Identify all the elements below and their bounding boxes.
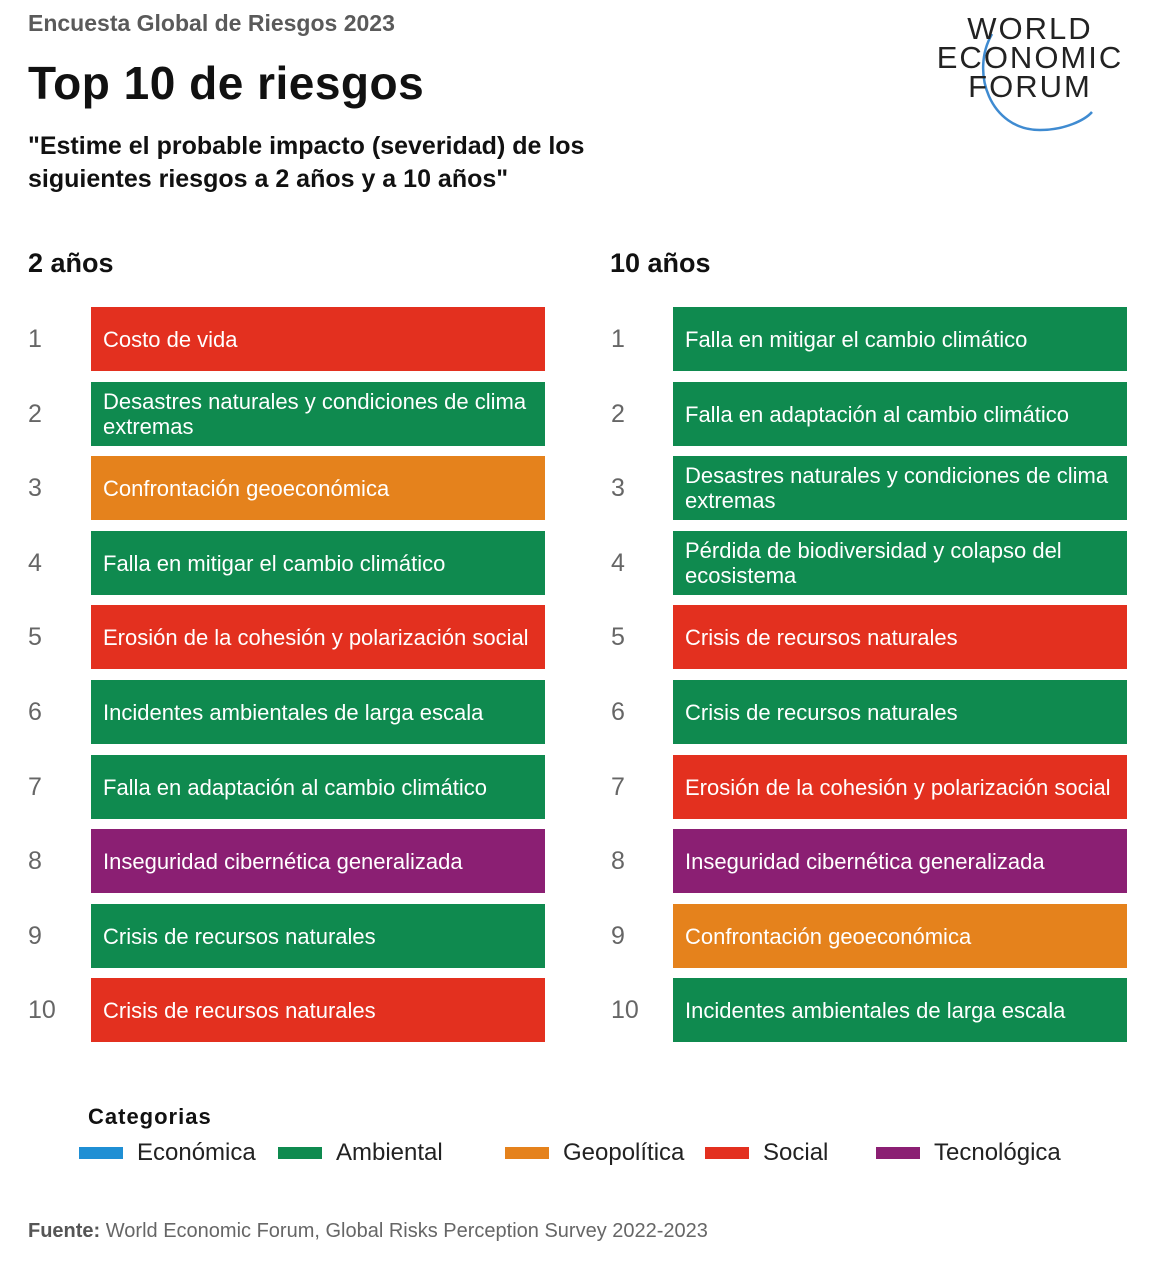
rank-number: 8 [611,847,625,875]
risk-bar: Crisis de recursos naturales [673,680,1127,744]
risk-label: Confrontación geoeconómica [685,923,972,949]
risk-label: Desastres naturales y condiciones de cli… [103,389,527,439]
risk-bar: Confrontación geoeconómica [673,904,1127,968]
legend-swatch [505,1147,549,1159]
legend-swatch [79,1147,123,1159]
legend-item: Tecnológica [876,1136,1061,1170]
legend-title: Categorias [88,1104,212,1129]
rank-number: 1 [28,325,42,353]
risk-bar: Erosión de la cohesión y polarización so… [91,605,545,669]
legend-label: Geopolítica [563,1139,685,1166]
legend-swatch [705,1147,749,1159]
risk-bar: Inseguridad cibernética generalizada [91,829,545,893]
rank-number: 6 [611,698,625,726]
legend-item: Ambiental [278,1136,443,1170]
wef-logo: WORLD ECONOMIC FORUM [930,12,1130,132]
risk-bar: Falla en adaptación al cambio climático [673,382,1127,446]
risk-label: Erosión de la cohesión y polarización so… [685,774,1111,800]
legend-label: Social [763,1139,829,1166]
legend-label: Tecnológica [934,1139,1061,1166]
risk-label: Falla en adaptación al cambio climático [685,401,1069,427]
source-text: World Economic Forum, Global Risks Perce… [105,1220,708,1242]
risk-bar: Incidentes ambientales de larga escala [673,978,1127,1042]
risk-bar: Erosión de la cohesión y polarización so… [673,755,1127,819]
risk-bar: Incidentes ambientales de larga escala [91,680,545,744]
risk-label: Falla en mitigar el cambio climático [685,326,1028,352]
question-line-1: "Estime el probable impacto (severidad) … [28,132,585,160]
risk-bar: Desastres naturales y condiciones de cli… [91,382,545,446]
rank-number: 7 [28,773,42,801]
risk-label: Inseguridad cibernética generalizada [103,848,463,874]
rank-number: 9 [28,922,42,950]
rank-number: 1 [611,325,625,353]
rank-number: 9 [611,922,625,950]
rank-number: 6 [28,698,42,726]
legend-label: Económica [137,1139,256,1166]
supertitle: Encuesta Global de Riesgos 2023 [28,10,395,36]
risk-label: Incidentes ambientales de larga escala [685,997,1066,1023]
page-title: Top 10 de riesgos [28,57,425,109]
risk-label: Falla en mitigar el cambio climático [103,550,446,576]
column-title-10-years: 10 años [610,248,711,278]
risk-label: Costo de vida [103,326,238,352]
rank-number: 7 [611,773,625,801]
rank-number: 10 [611,996,639,1024]
risk-bar: Falla en mitigar el cambio climático [673,307,1127,371]
rank-number: 3 [28,474,42,502]
legend-swatch [278,1147,322,1159]
question-line-2: siguientes riesgos a 2 años y a 10 años" [28,165,509,193]
rank-number: 4 [28,549,42,577]
risk-label: Pérdida de biodiversidad y colapso del e… [685,538,1062,588]
risk-label: Erosión de la cohesión y polarización so… [103,624,529,650]
risk-bar: Costo de vida [91,307,545,371]
risk-bar: Falla en adaptación al cambio climático [91,755,545,819]
risk-bar: Falla en mitigar el cambio climático [91,531,545,595]
source-label: Fuente: [28,1220,101,1242]
logo-arc-icon [982,33,1093,132]
risk-label: Crisis de recursos naturales [103,997,376,1023]
legend-label: Ambiental [336,1139,443,1166]
rank-number: 8 [28,847,42,875]
logo-line-1: WORLD [967,11,1093,46]
risk-label: Crisis de recursos naturales [685,699,958,725]
risk-label: Crisis de recursos naturales [685,624,958,650]
risk-label: Falla en adaptación al cambio climático [103,774,487,800]
rank-number: 5 [611,623,625,651]
rank-number: 4 [611,549,625,577]
risk-label: Desastres naturales y condiciones de cli… [685,463,1109,513]
rank-number: 10 [28,996,56,1024]
logo-line-2: ECONOMIC [936,40,1124,75]
question-text: "Estime el probable impacto (severidad) … [28,130,728,196]
risk-bar: Crisis de recursos naturales [91,978,545,1042]
risk-bar: Inseguridad cibernética generalizada [673,829,1127,893]
legend-item: Social [705,1136,828,1170]
legend-item: Geopolítica [505,1136,684,1170]
rank-number: 2 [611,400,625,428]
risk-bar: Pérdida de biodiversidad y colapso del e… [673,531,1127,595]
risk-bar: Confrontación geoeconómica [91,456,545,520]
risk-label: Incidentes ambientales de larga escala [103,699,484,725]
source-note: Fuente: World Economic Forum, Global Ris… [28,1220,708,1243]
risk-label: Inseguridad cibernética generalizada [685,848,1045,874]
legend-item: Económica [79,1136,256,1170]
risk-label: Crisis de recursos naturales [103,923,376,949]
risk-bar: Crisis de recursos naturales [673,605,1127,669]
column-title-2-years: 2 años [28,248,114,278]
risk-label: Confrontación geoeconómica [103,475,390,501]
risk-bar: Desastres naturales y condiciones de cli… [673,456,1127,520]
rank-number: 3 [611,474,625,502]
risk-bar: Crisis de recursos naturales [91,904,545,968]
rank-number: 5 [28,623,42,651]
rank-number: 2 [28,400,42,428]
legend-swatch [876,1147,920,1159]
logo-line-3: FORUM [968,69,1092,104]
